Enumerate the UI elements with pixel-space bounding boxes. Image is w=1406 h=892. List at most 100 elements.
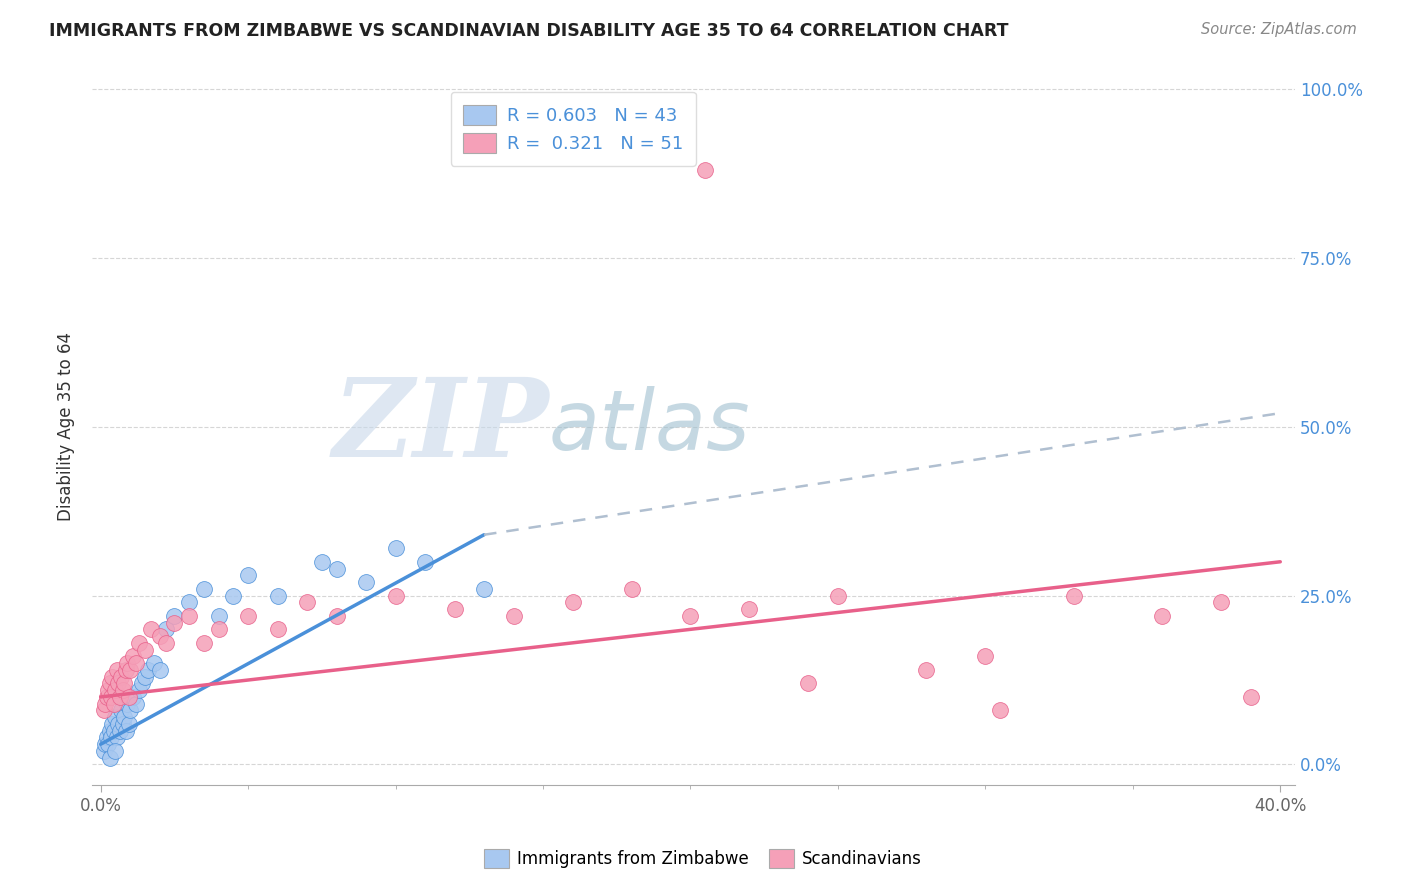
Point — [98, 723, 121, 738]
Point — [134, 670, 156, 684]
Point — [163, 608, 186, 623]
Point — [98, 750, 121, 764]
Point — [163, 615, 186, 630]
Point — [695, 162, 717, 177]
Point — [797, 676, 820, 690]
Point — [1152, 608, 1174, 623]
Point — [443, 602, 465, 616]
Point — [208, 623, 231, 637]
Point — [1063, 589, 1085, 603]
Point — [110, 703, 132, 717]
Text: IMMIGRANTS FROM ZIMBABWE VS SCANDINAVIAN DISABILITY AGE 35 TO 64 CORRELATION CHA: IMMIGRANTS FROM ZIMBABWE VS SCANDINAVIAN… — [49, 22, 1008, 40]
Point — [472, 582, 495, 596]
Point — [108, 723, 131, 738]
Point — [208, 608, 231, 623]
Point — [118, 717, 141, 731]
Point — [325, 561, 347, 575]
Point — [108, 690, 131, 704]
Y-axis label: Disability Age 35 to 64: Disability Age 35 to 64 — [58, 332, 75, 521]
Point — [384, 589, 406, 603]
Point — [295, 595, 318, 609]
Point — [101, 670, 124, 684]
Point — [131, 676, 153, 690]
Point — [738, 602, 761, 616]
Point — [101, 717, 124, 731]
Point — [620, 582, 643, 596]
Point — [193, 582, 215, 596]
Point — [1211, 595, 1233, 609]
Point — [142, 656, 165, 670]
Point — [236, 608, 259, 623]
Point — [311, 555, 333, 569]
Point — [112, 710, 135, 724]
Point — [827, 589, 849, 603]
Point — [100, 690, 122, 704]
Point — [149, 629, 172, 643]
Point — [125, 697, 148, 711]
Point — [139, 623, 162, 637]
Legend: R = 0.603   N = 43, R =  0.321   N = 51: R = 0.603 N = 43, R = 0.321 N = 51 — [451, 92, 696, 166]
Point — [103, 697, 125, 711]
Point — [103, 723, 125, 738]
Point — [93, 744, 115, 758]
Point — [115, 697, 138, 711]
Point — [122, 690, 145, 704]
Point — [94, 697, 117, 711]
Text: atlas: atlas — [550, 386, 751, 467]
Point — [384, 541, 406, 556]
Point — [105, 663, 128, 677]
Point — [128, 636, 150, 650]
Point — [111, 717, 134, 731]
Point — [98, 676, 121, 690]
Point — [193, 636, 215, 650]
Text: Source: ZipAtlas.com: Source: ZipAtlas.com — [1201, 22, 1357, 37]
Point — [96, 731, 118, 745]
Point — [988, 703, 1011, 717]
Point — [107, 676, 129, 690]
Point — [114, 663, 136, 677]
Point — [266, 623, 288, 637]
Point — [502, 608, 524, 623]
Point — [104, 710, 127, 724]
Point — [112, 676, 135, 690]
Text: ZIP: ZIP — [332, 373, 550, 481]
Point — [111, 683, 134, 698]
Point — [107, 717, 129, 731]
Point — [915, 663, 938, 677]
Point — [354, 575, 377, 590]
Point — [104, 683, 127, 698]
Point — [128, 683, 150, 698]
Point — [1240, 690, 1263, 704]
Point — [325, 608, 347, 623]
Point — [179, 608, 201, 623]
Point — [155, 636, 177, 650]
Point — [266, 589, 288, 603]
Legend: Immigrants from Zimbabwe, Scandinavians: Immigrants from Zimbabwe, Scandinavians — [477, 842, 929, 875]
Point — [115, 656, 138, 670]
Point — [222, 589, 245, 603]
Point — [413, 555, 436, 569]
Point — [974, 649, 997, 664]
Point — [134, 642, 156, 657]
Point — [96, 690, 118, 704]
Point — [110, 670, 132, 684]
Point — [122, 649, 145, 664]
Point — [93, 703, 115, 717]
Point — [120, 663, 142, 677]
Point — [104, 744, 127, 758]
Point — [120, 703, 142, 717]
Point — [149, 663, 172, 677]
Point — [97, 737, 120, 751]
Point — [114, 723, 136, 738]
Point — [679, 608, 702, 623]
Point — [105, 731, 128, 745]
Point — [97, 683, 120, 698]
Point — [100, 731, 122, 745]
Point — [136, 663, 159, 677]
Point — [155, 623, 177, 637]
Point — [179, 595, 201, 609]
Point — [236, 568, 259, 582]
Point — [125, 656, 148, 670]
Point — [561, 595, 583, 609]
Point — [118, 690, 141, 704]
